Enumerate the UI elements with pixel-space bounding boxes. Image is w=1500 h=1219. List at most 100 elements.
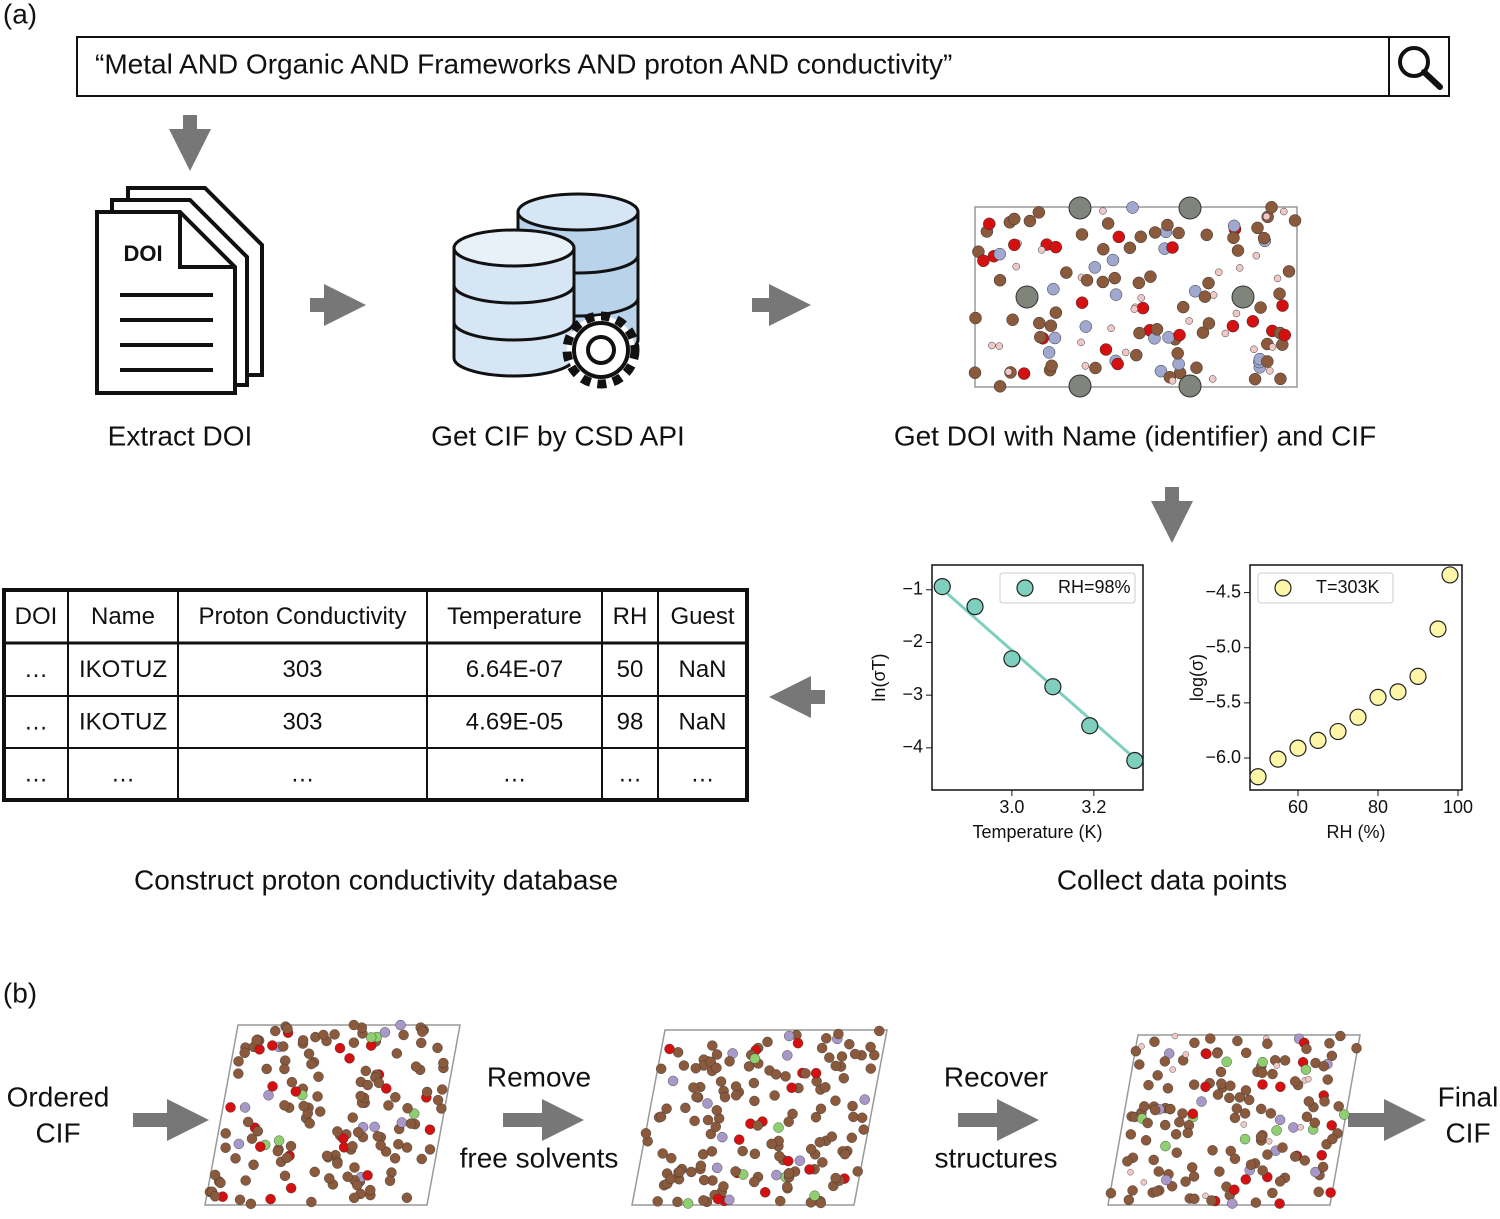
atom: [783, 1168, 795, 1179]
flow-label: CIF: [1445, 1117, 1490, 1148]
atom: [810, 1112, 822, 1123]
atom: [775, 1195, 786, 1207]
atom: [1032, 206, 1046, 219]
atom: [734, 1134, 745, 1145]
atom: [1127, 1169, 1134, 1176]
atom: [1049, 240, 1063, 254]
atom: [1079, 320, 1093, 333]
atom: [1186, 1162, 1198, 1173]
atom: [993, 247, 1007, 261]
atom: [405, 1118, 417, 1129]
atom: [858, 1124, 869, 1135]
y-tick-label: −1: [902, 579, 923, 599]
atom: [706, 1146, 718, 1157]
atom: [1273, 274, 1282, 283]
atom: [718, 1181, 729, 1192]
atom: [1257, 1165, 1268, 1176]
atom: [1173, 328, 1186, 342]
atom: [233, 1056, 244, 1067]
atom: [820, 1082, 831, 1093]
atom: [1333, 1101, 1344, 1112]
atom: [1240, 1174, 1251, 1185]
atom: [329, 1029, 340, 1040]
atom: [1168, 376, 1177, 385]
atom: [1111, 357, 1124, 371]
atom: [239, 1102, 251, 1113]
atom: [783, 1116, 794, 1127]
atom: [1265, 1108, 1277, 1119]
atom: [815, 1103, 827, 1114]
atom: [1161, 1174, 1172, 1186]
atom: [282, 1023, 293, 1034]
atom: [1274, 1176, 1286, 1187]
search-box[interactable]: [76, 36, 1450, 97]
atom: [846, 1132, 858, 1143]
x-tick-label: 3.2: [1081, 797, 1106, 817]
atom: [1274, 372, 1287, 386]
atom: [1159, 1056, 1171, 1067]
atom: [297, 1035, 309, 1046]
atom: [1266, 367, 1274, 375]
atom: [1150, 323, 1164, 336]
atom: [1322, 1074, 1333, 1085]
atom: [782, 1050, 793, 1061]
atom: [1144, 270, 1157, 283]
atom: [836, 1051, 848, 1062]
atom: [279, 1063, 290, 1075]
x-tick-label: 80: [1368, 797, 1388, 817]
atom: [664, 1043, 675, 1055]
atom: [251, 1034, 262, 1046]
atom: [817, 1157, 828, 1168]
atom: [242, 1116, 254, 1128]
atom: [844, 1039, 855, 1050]
atom: [1112, 230, 1126, 244]
atom: [1257, 1067, 1268, 1078]
search-icon[interactable]: [1398, 46, 1443, 90]
flow-label: free solvents: [460, 1142, 619, 1173]
search-query: “Metal AND Organic AND Frameworks AND pr…: [95, 48, 952, 79]
atom: [1170, 1129, 1182, 1140]
atom: [1208, 375, 1217, 383]
table-cell: IKOTUZ: [79, 656, 167, 683]
atom: [312, 1091, 323, 1102]
atom: [239, 1047, 250, 1059]
atom: [1047, 282, 1060, 296]
atom: [1142, 1117, 1153, 1129]
atom: [719, 1091, 731, 1103]
table-header: Name: [91, 603, 155, 630]
atom: [730, 1081, 742, 1092]
atom: [1202, 317, 1216, 330]
atom: [318, 1029, 329, 1041]
atom: [1240, 1047, 1252, 1059]
doc-icon-label: DOI: [123, 241, 162, 266]
atom: [1189, 1037, 1200, 1049]
atom: [395, 1019, 406, 1031]
legend-marker: [1274, 579, 1292, 597]
atom: [313, 1071, 324, 1082]
atom: [1171, 1147, 1182, 1158]
atom: [1297, 1124, 1304, 1131]
legend-label: RH=98%: [1058, 577, 1131, 597]
atom: [437, 1084, 448, 1095]
legend-marker: [1016, 579, 1034, 597]
metal-atom: [1231, 285, 1255, 309]
atom: [717, 1131, 728, 1143]
atom: [389, 1153, 401, 1164]
atom: [290, 1086, 302, 1097]
atom: [968, 366, 982, 379]
atom: [1232, 1035, 1243, 1047]
atom: [690, 1063, 701, 1074]
atom: [332, 1158, 343, 1169]
atom: [265, 1193, 276, 1205]
atom: [1282, 265, 1296, 278]
atom: [707, 1040, 718, 1051]
atom: [1229, 1184, 1240, 1195]
atom: [230, 1153, 241, 1164]
atom: [749, 1148, 761, 1160]
atom: [375, 1140, 386, 1151]
atom: [711, 1049, 723, 1060]
document-icon: [95, 186, 264, 395]
atom: [1303, 1096, 1315, 1107]
atom: [424, 1144, 436, 1155]
